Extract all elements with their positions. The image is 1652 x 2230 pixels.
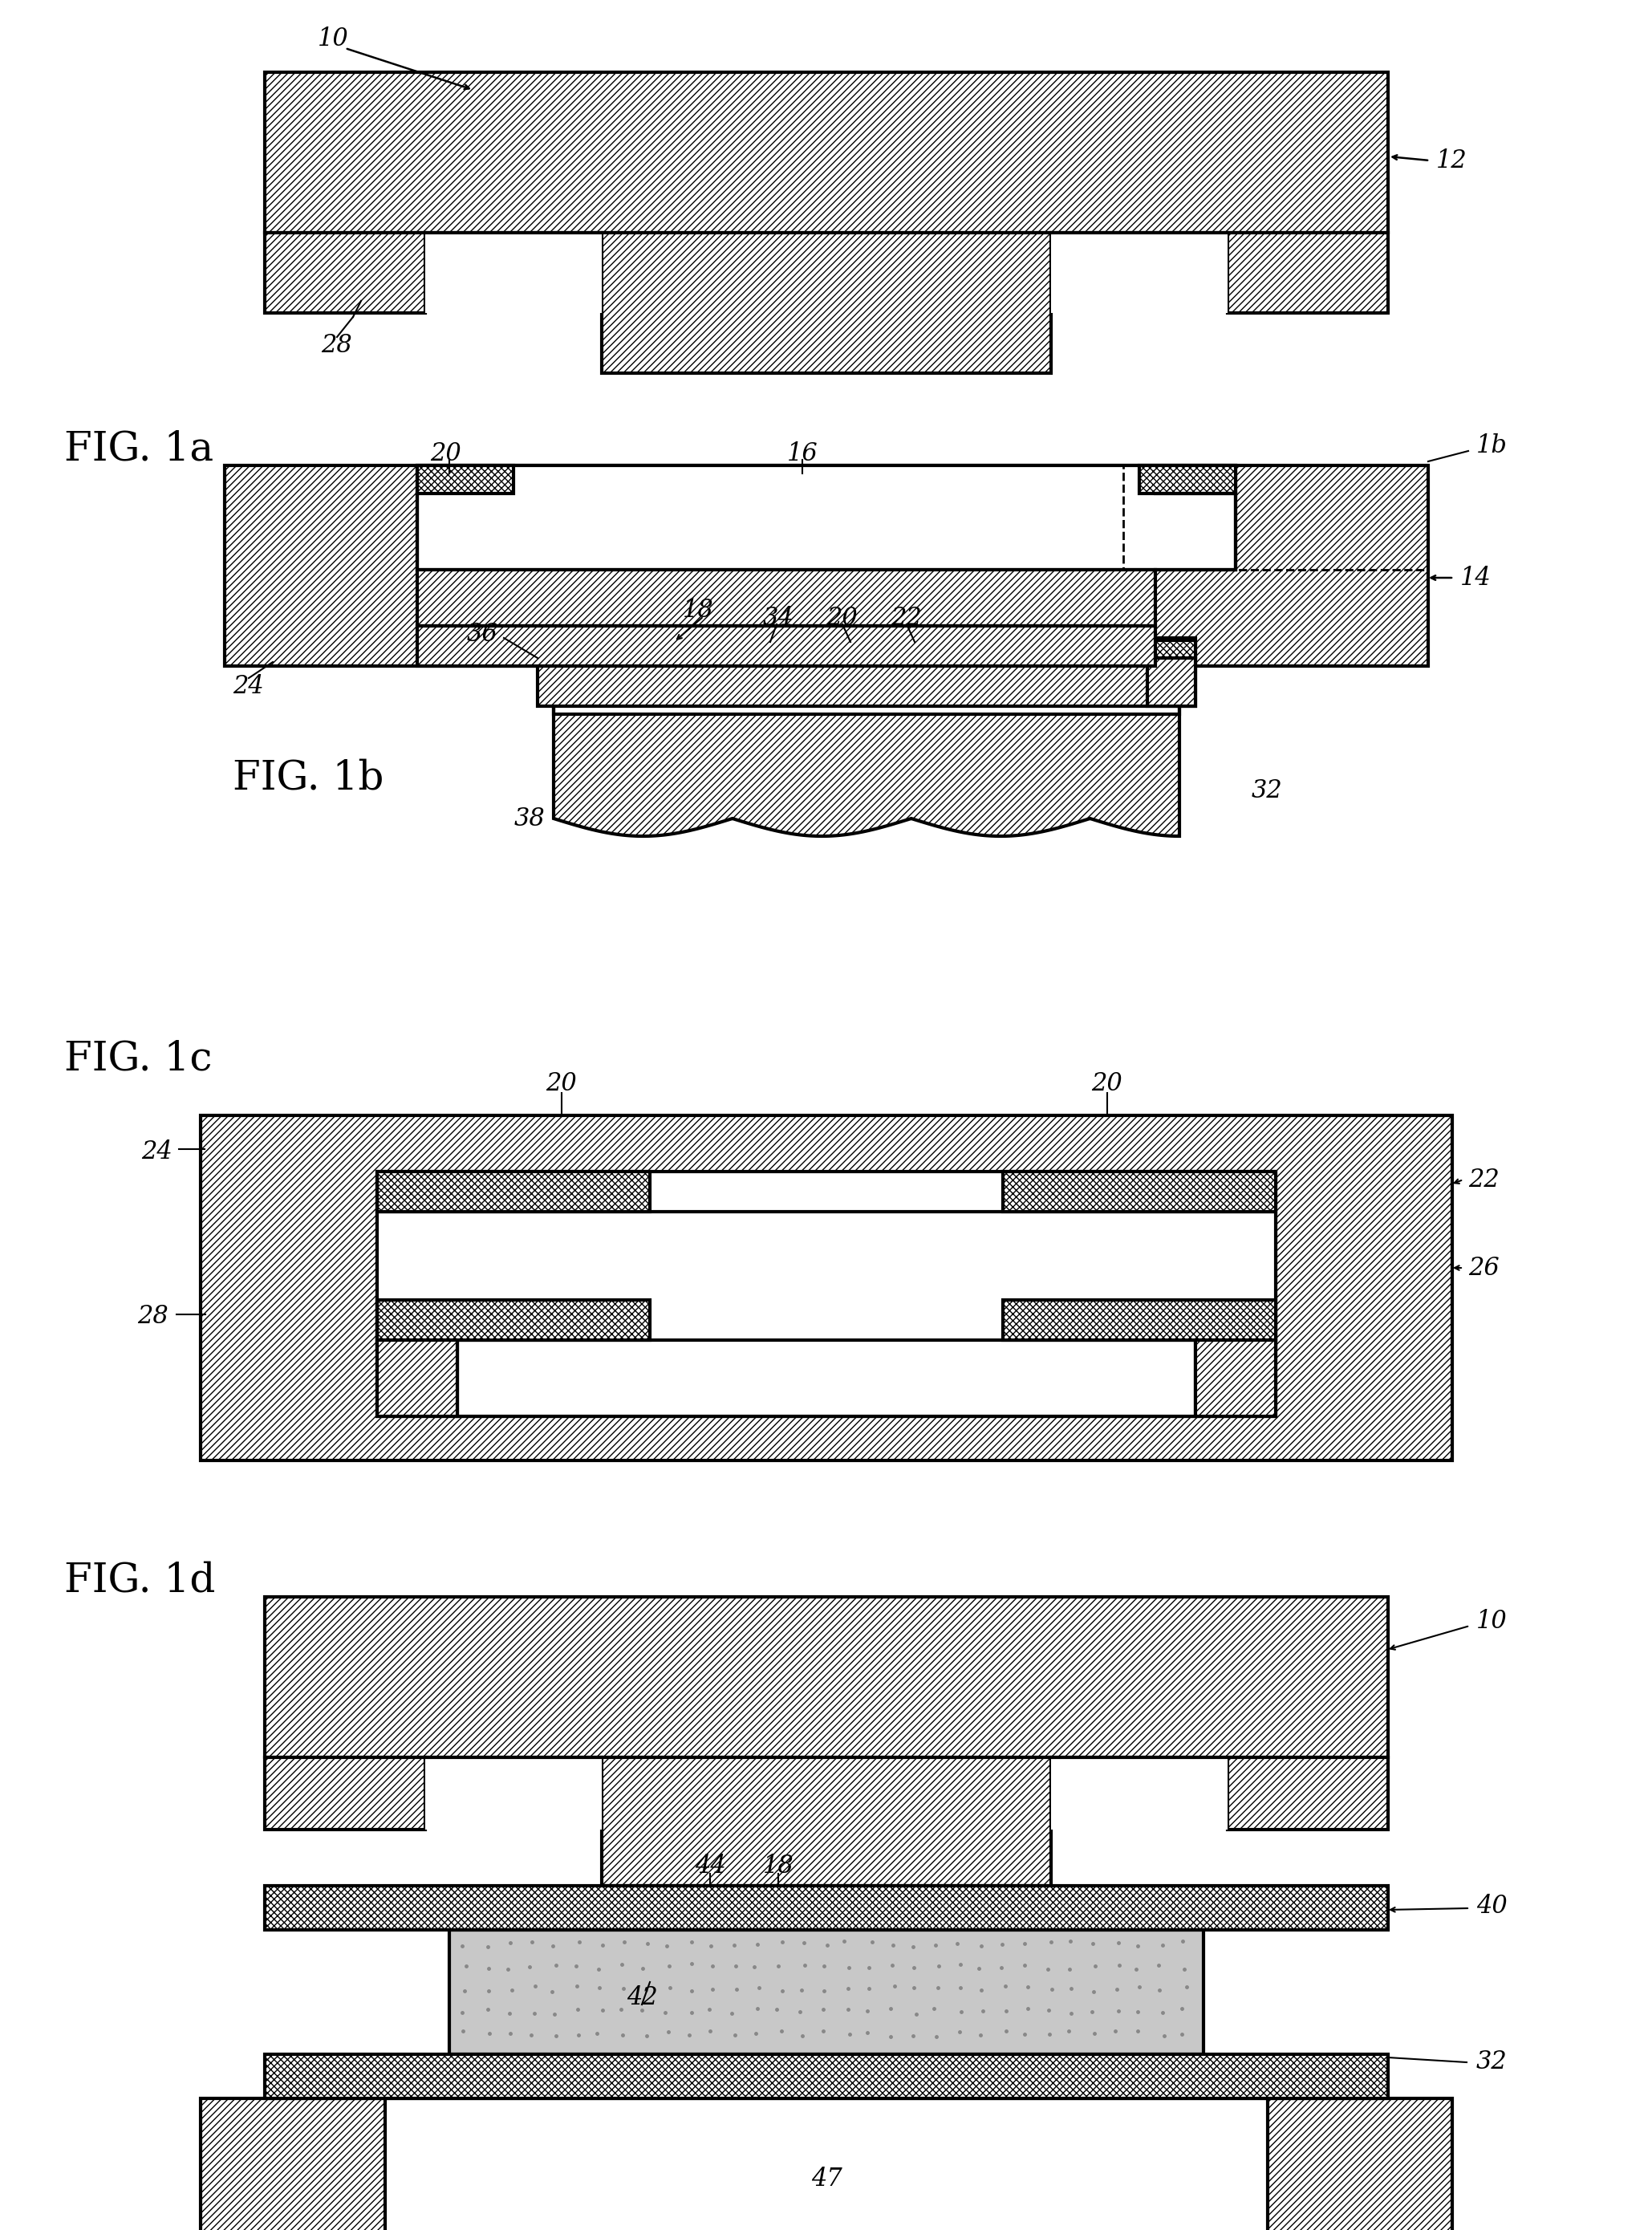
Bar [425,232,601,312]
Bar [264,1597,1388,1757]
Bar [200,1115,1452,1461]
Text: 22: 22 [890,607,922,631]
Text: 20: 20 [430,442,461,466]
Bar [225,466,1427,667]
Bar [449,1929,1204,2054]
Bar [1051,232,1227,312]
Bar [418,627,1155,667]
Bar [601,1757,1051,1887]
Bar [264,2054,1388,2098]
Bar [1003,1171,1275,1211]
Bar [1196,1340,1275,1416]
Text: 47: 47 [811,2165,843,2192]
Text: 10: 10 [317,27,349,51]
Text: 20: 20 [828,607,857,631]
Bar [377,1340,458,1416]
Text: 28: 28 [137,1305,169,1329]
Text: 24: 24 [233,673,264,698]
Bar [418,569,1155,627]
Bar [377,1211,1275,1349]
Bar [385,2098,1267,2230]
Bar [418,466,514,493]
Text: FIG. 1c: FIG. 1c [64,1039,211,1079]
Bar [264,71,1388,232]
Bar [1051,1757,1227,1829]
Bar [1227,1757,1388,1829]
Bar [264,1757,425,1829]
Text: 24: 24 [142,1140,172,1164]
Bar [1140,466,1236,493]
Text: 40: 40 [1477,1893,1507,1918]
Text: 32: 32 [1252,778,1282,803]
Bar [1227,232,1388,312]
Text: 34: 34 [763,607,795,631]
Bar [425,1757,601,1829]
Text: 44: 44 [694,1853,725,1878]
Text: 26: 26 [1469,1255,1500,1280]
Bar [377,1171,1275,1416]
Bar [458,1340,1196,1416]
Text: FIG. 1a: FIG. 1a [64,430,213,468]
Bar [601,232,1051,372]
Bar [264,232,425,312]
Text: 18: 18 [763,1853,795,1878]
Bar [377,1300,649,1340]
Text: 1b: 1b [1477,433,1508,457]
Text: 20: 20 [547,1070,577,1095]
Text: 14: 14 [1460,566,1492,591]
Text: 22: 22 [1469,1166,1500,1193]
Text: 18: 18 [682,598,714,622]
Polygon shape [553,707,1180,836]
Text: 32: 32 [1477,2049,1507,2074]
Bar [200,2098,1452,2230]
Bar [537,640,1196,658]
Text: FIG. 1d: FIG. 1d [64,1561,215,1601]
Text: 42: 42 [626,1985,657,2011]
Bar [537,658,1196,707]
Text: 20: 20 [1092,1070,1123,1095]
Bar [418,466,1236,569]
Text: 10: 10 [1477,1608,1507,1632]
Text: 36: 36 [466,622,497,647]
Bar [377,1171,649,1211]
Text: 16: 16 [786,442,818,466]
Text: 38: 38 [514,805,545,832]
Bar [1003,1300,1275,1340]
Text: 28: 28 [322,332,352,357]
Bar [1148,638,1196,707]
Text: FIG. 1b: FIG. 1b [233,758,383,798]
Bar [264,1887,1388,1929]
Text: 12: 12 [1436,147,1467,174]
Bar [1123,466,1427,569]
